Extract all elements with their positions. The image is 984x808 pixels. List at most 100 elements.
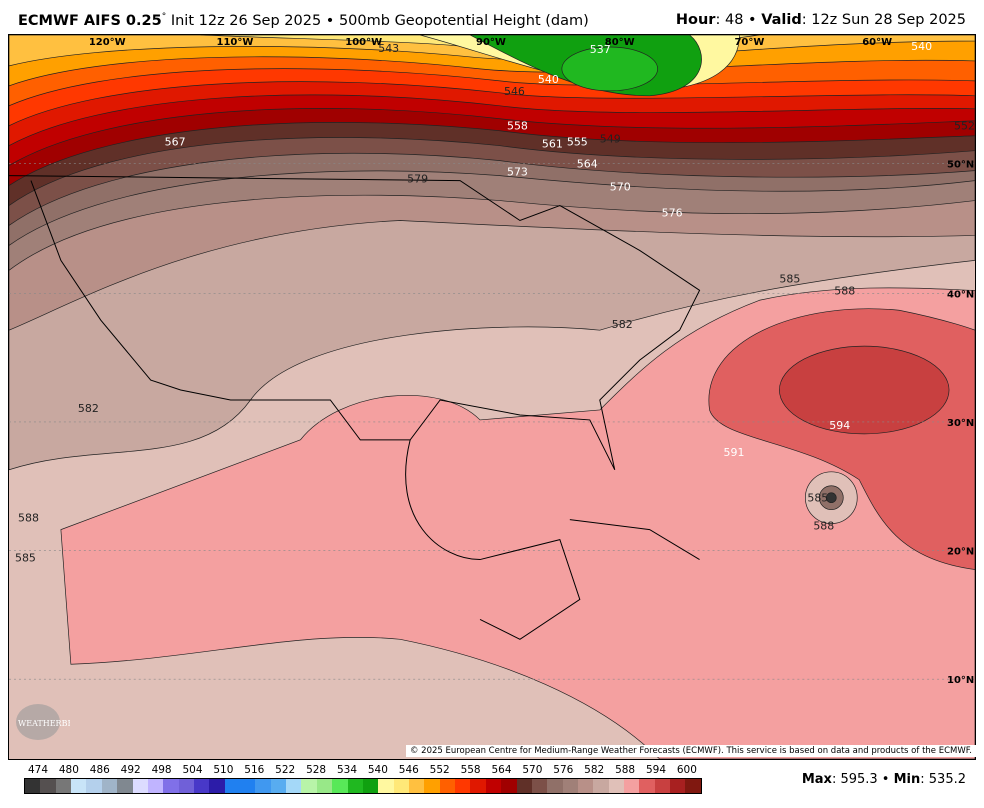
colorbar-tick: 486 bbox=[89, 764, 110, 776]
colorbar-swatch bbox=[470, 779, 486, 793]
colorbar bbox=[24, 778, 702, 794]
svg-text:60°W: 60°W bbox=[862, 37, 892, 48]
colorbar-tick: 540 bbox=[367, 764, 388, 776]
svg-text:546: 546 bbox=[504, 85, 525, 98]
colorbar-swatch bbox=[439, 779, 456, 793]
copyright-notice: © 2025 European Centre for Medium-Range … bbox=[405, 745, 976, 757]
svg-text:591: 591 bbox=[724, 446, 745, 459]
colorbar-swatch bbox=[193, 779, 210, 793]
svg-text:80°W: 80°W bbox=[605, 37, 635, 48]
svg-text:540: 540 bbox=[911, 40, 932, 53]
colorbar-tick: 492 bbox=[120, 764, 141, 776]
svg-text:567: 567 bbox=[165, 136, 186, 149]
svg-text:110°W: 110°W bbox=[217, 37, 254, 48]
svg-text:576: 576 bbox=[662, 207, 683, 220]
colorbar-swatch bbox=[608, 779, 625, 793]
valid-time: Hour: 48 • Valid: 12z Sun 28 Sep 2025 bbox=[675, 12, 966, 28]
colorbar-swatch bbox=[577, 779, 594, 793]
latitude-labels: 50°N 40°N 30°N 20°N 10°N bbox=[947, 160, 974, 687]
weatherbell-logo: WEATHERBELL bbox=[14, 700, 85, 744]
svg-text:540: 540 bbox=[538, 73, 559, 86]
colorbar-swatch bbox=[25, 779, 41, 793]
svg-text:564: 564 bbox=[577, 158, 598, 171]
colorbar-swatch bbox=[547, 779, 563, 793]
colorbar-swatch bbox=[501, 779, 517, 793]
colorbar-swatch bbox=[209, 779, 225, 793]
colorbar-tick: 600 bbox=[676, 764, 697, 776]
svg-text:582: 582 bbox=[78, 402, 99, 415]
svg-text:90°W: 90°W bbox=[476, 37, 506, 48]
colorbar-swatch bbox=[316, 779, 333, 793]
colorbar-tick: 546 bbox=[398, 764, 419, 776]
colorbar-tick: 594 bbox=[645, 764, 667, 776]
colorbar-tick: 564 bbox=[491, 764, 512, 776]
colorbar-swatch bbox=[178, 779, 194, 793]
svg-text:30°N: 30°N bbox=[947, 418, 974, 429]
colorbar-swatch bbox=[55, 779, 72, 793]
colorbar-swatch bbox=[101, 779, 118, 793]
svg-text:70°W: 70°W bbox=[734, 37, 764, 48]
max-min-stats: Max: 595.3 • Min: 535.2 bbox=[801, 772, 966, 787]
colorbar-swatch bbox=[86, 779, 102, 793]
svg-text:549: 549 bbox=[600, 133, 621, 146]
colorbar-swatch bbox=[332, 779, 348, 793]
colorbar-swatch bbox=[670, 779, 686, 793]
svg-text:120°W: 120°W bbox=[89, 37, 126, 48]
colorbar-swatch bbox=[593, 779, 609, 793]
colorbar-swatch bbox=[455, 779, 471, 793]
colorbar-swatch bbox=[347, 779, 363, 793]
colorbar-tick: 474 bbox=[27, 764, 49, 776]
svg-text:585: 585 bbox=[807, 492, 828, 505]
colorbar-swatch bbox=[163, 779, 179, 793]
colorbar-swatch bbox=[516, 779, 532, 793]
svg-text:WEATHERBELL: WEATHERBELL bbox=[18, 719, 70, 728]
colorbar-tick: 480 bbox=[58, 764, 79, 776]
svg-text:100°W: 100°W bbox=[345, 37, 382, 48]
colorbar-tick: 522 bbox=[275, 764, 296, 776]
colorbar-swatch bbox=[654, 779, 671, 793]
svg-text:585: 585 bbox=[15, 552, 36, 565]
svg-text:50°N: 50°N bbox=[947, 160, 974, 171]
svg-text:579: 579 bbox=[407, 173, 428, 186]
colorbar-swatch bbox=[224, 779, 241, 793]
colorbar-swatch bbox=[147, 779, 164, 793]
colorbar-swatch bbox=[378, 779, 394, 793]
colorbar-tick: 570 bbox=[522, 764, 543, 776]
svg-text:537: 537 bbox=[590, 43, 611, 56]
colorbar-swatch bbox=[408, 779, 425, 793]
svg-text:10°N: 10°N bbox=[947, 675, 974, 686]
svg-text:588: 588 bbox=[834, 284, 855, 297]
geopotential-height-map: 120°W 110°W 100°W 90°W 80°W 70°W 60°W 50… bbox=[8, 34, 976, 760]
colorbar-tick: 516 bbox=[244, 764, 265, 776]
colorbar-swatch bbox=[40, 779, 56, 793]
colorbar-swatch bbox=[240, 779, 256, 793]
colorbar-tick: 588 bbox=[615, 764, 636, 776]
colorbar-swatch bbox=[301, 779, 317, 793]
colorbar-swatch bbox=[255, 779, 271, 793]
colorbar-swatch bbox=[624, 779, 640, 793]
colorbar-swatch bbox=[531, 779, 548, 793]
colorbar-swatch bbox=[393, 779, 409, 793]
colorbar-swatch bbox=[639, 779, 655, 793]
colorbar-swatch bbox=[362, 779, 379, 793]
svg-text:582: 582 bbox=[612, 318, 633, 331]
svg-text:561: 561 bbox=[542, 138, 563, 151]
svg-text:20°N: 20°N bbox=[947, 547, 974, 558]
colorbar-swatch bbox=[132, 779, 148, 793]
colorbar-tick: 582 bbox=[584, 764, 605, 776]
svg-text:552: 552 bbox=[954, 120, 975, 133]
map-title: ECMWF AIFS 0.25° Init 12z 26 Sep 2025 • … bbox=[18, 12, 589, 29]
colorbar-tick: 528 bbox=[306, 764, 327, 776]
colorbar-tick: 534 bbox=[336, 764, 358, 776]
svg-text:573: 573 bbox=[507, 166, 528, 179]
svg-text:585: 585 bbox=[779, 272, 800, 285]
svg-text:543: 543 bbox=[378, 42, 399, 55]
colorbar-swatch bbox=[71, 779, 87, 793]
colorbar-tick: 498 bbox=[151, 764, 172, 776]
colorbar-swatch bbox=[424, 779, 440, 793]
colorbar-swatch bbox=[562, 779, 578, 793]
colorbar-tick: 576 bbox=[553, 764, 574, 776]
colorbar-tick: 504 bbox=[182, 764, 203, 776]
colorbar-swatch bbox=[685, 779, 701, 793]
colorbar-swatch bbox=[117, 779, 133, 793]
